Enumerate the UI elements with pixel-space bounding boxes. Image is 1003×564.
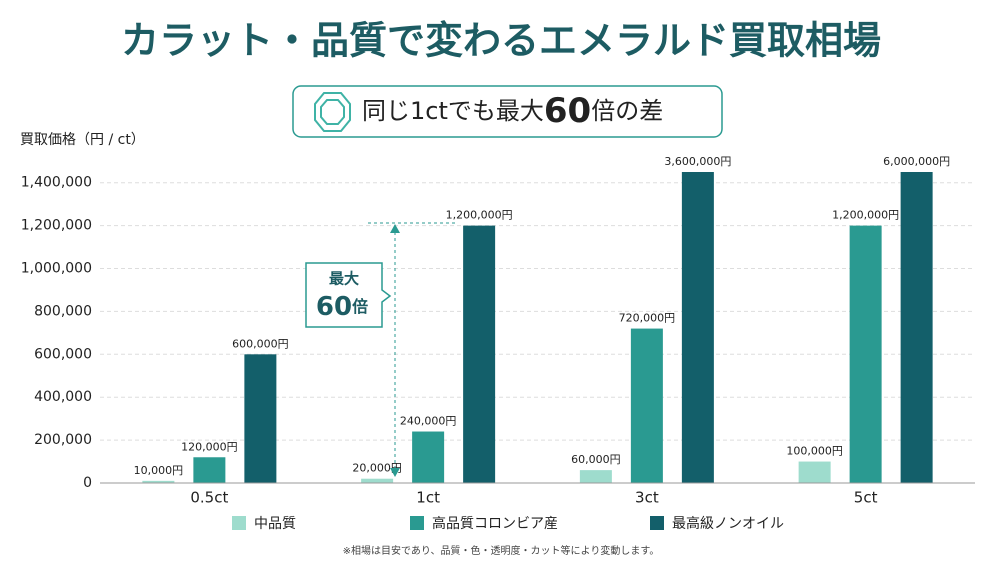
bar — [849, 225, 882, 483]
annotation-unit: 倍 — [352, 297, 368, 316]
y-tick-label: 200,000 — [34, 432, 92, 448]
y-tick-label: 400,000 — [34, 389, 92, 405]
x-tick-label: 0.5ct — [190, 489, 228, 507]
value-label: 60,000円 — [571, 453, 621, 466]
value-label: 120,000円 — [181, 440, 238, 453]
bar — [244, 354, 277, 483]
subtitle: 同じ1ctでも最大60倍の差 — [362, 91, 663, 131]
annotation-line1: 最大 — [329, 270, 359, 288]
value-label: 100,000円 — [786, 445, 843, 458]
bar — [412, 431, 445, 483]
legend-swatch — [650, 516, 664, 530]
legend-label: 最高級ノンオイル — [672, 515, 784, 532]
note: ※相場は目安であり、品質・色・透明度・カット等により変動します。 — [343, 544, 660, 557]
legend-swatch — [232, 516, 246, 530]
x-tick-label: 1ct — [416, 489, 440, 507]
value-label: 600,000円 — [232, 337, 289, 350]
y-tick-label: 1,000,000 — [21, 261, 92, 277]
value-label: 3,600,000円 — [664, 155, 731, 168]
bar — [681, 172, 714, 483]
annotation-line2: 60倍 — [316, 292, 368, 322]
labels: 0 200,000 400,000 600,000 800,000 1,000,000 1,… — [21, 155, 950, 507]
annotation: 最大 60倍 — [305, 222, 455, 477]
value-label: 10,000円 — [134, 464, 184, 477]
subtitle-box — [292, 85, 723, 138]
x-tick-label: 3ct — [635, 489, 659, 507]
grid — [100, 182, 975, 484]
bar — [142, 480, 175, 483]
bar — [579, 470, 612, 483]
bar — [798, 461, 831, 483]
x-tick-label: 5ct — [854, 489, 878, 507]
value-label: 1,200,000円 — [832, 209, 899, 222]
bar — [900, 172, 933, 484]
bar — [193, 457, 226, 483]
y-tick-label: 1,400,000 — [21, 175, 92, 191]
subtitle-prefix: 同じ1ctでも最大 — [362, 97, 544, 125]
chart-title: カラット・品質で変わるエメラルド買取相場 — [121, 18, 881, 63]
legend-label: 高品質コロンビア産 — [432, 515, 558, 532]
y-tick-label: 600,000 — [34, 346, 92, 362]
bars — [142, 172, 933, 484]
bar — [630, 328, 663, 483]
legend-swatch — [410, 516, 424, 530]
y-tick-label: 0 — [83, 475, 92, 491]
subtitle-suffix: 倍の差 — [591, 97, 663, 125]
y-tick-label: 800,000 — [34, 303, 92, 319]
value-label: 1,200,000円 — [446, 209, 513, 222]
y-axis-label: 買取価格（円 / ct） — [20, 132, 145, 148]
value-label: 20,000円 — [352, 462, 402, 475]
legend: 中品質 高品質コロンビア産 最高級ノンオイル — [232, 515, 784, 532]
value-label: 240,000円 — [400, 415, 457, 428]
value-label: 720,000円 — [619, 312, 676, 325]
bar — [463, 225, 496, 483]
y-tick-label: 1,200,000 — [21, 218, 92, 234]
subtitle-emphasis: 60 — [544, 91, 591, 131]
annotation-number: 60 — [316, 292, 352, 322]
value-label: 6,000,000円 — [883, 155, 950, 168]
emerald-icon — [314, 92, 351, 132]
bar — [361, 478, 394, 483]
legend-label: 中品質 — [254, 516, 296, 532]
